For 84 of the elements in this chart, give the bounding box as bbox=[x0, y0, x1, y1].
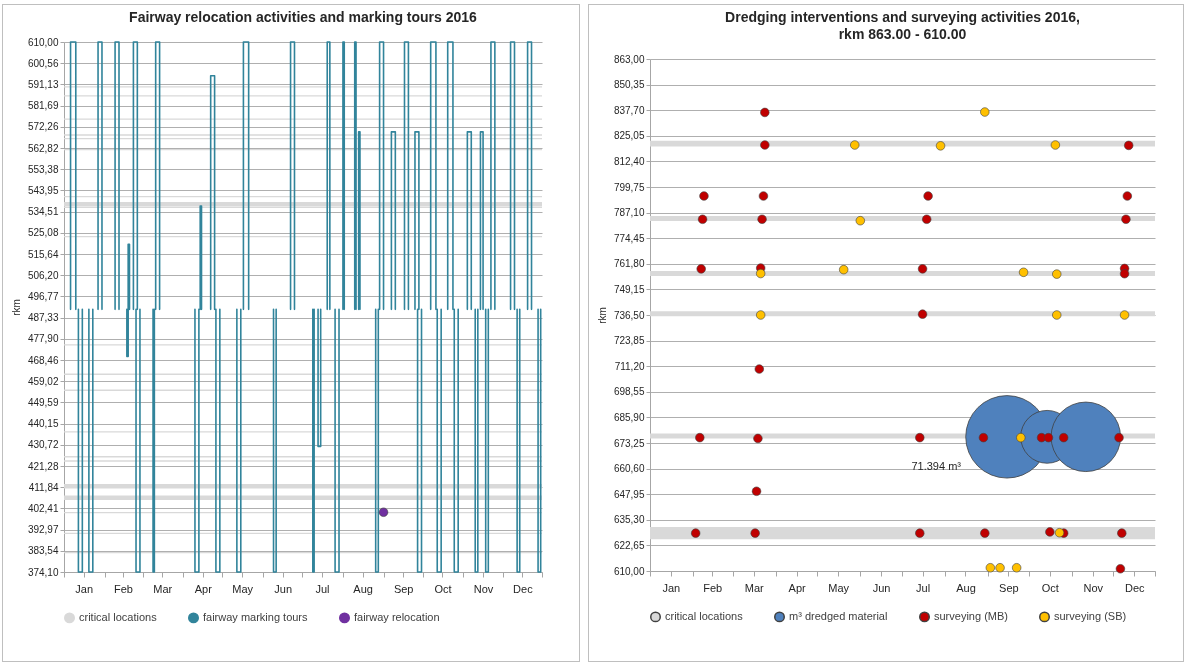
x-tick-label: Jan bbox=[662, 581, 681, 594]
legend-label: fairway marking tours bbox=[203, 610, 309, 623]
x-tick-label: Apr bbox=[194, 582, 213, 595]
y-tick-label: 610,00 bbox=[613, 565, 645, 577]
y-tick-label: 736,50 bbox=[613, 309, 645, 321]
y-tick-label: 711,20 bbox=[614, 360, 645, 372]
x-tick-label: Jul bbox=[916, 581, 931, 594]
y-tick-label: 506,20 bbox=[27, 269, 59, 281]
x-tick-label: Sep bbox=[999, 581, 1019, 594]
x-tick-label: Apr bbox=[788, 581, 807, 594]
y-tick-label: 477,90 bbox=[27, 333, 59, 345]
chart-title: Dredging interventions and surveying activities 2016, bbox=[725, 9, 1080, 25]
y-tick-label: 392,97 bbox=[27, 524, 59, 536]
y-tick-label: 487,33 bbox=[27, 312, 59, 324]
y-tick-label: 685,90 bbox=[613, 411, 645, 423]
y-axis-title: rkm bbox=[10, 299, 22, 316]
y-tick-label: 622,65 bbox=[613, 539, 645, 551]
x-tick-label: Feb bbox=[703, 581, 723, 594]
y-tick-label: 553,38 bbox=[27, 163, 59, 175]
x-tick-label: Feb bbox=[113, 582, 133, 595]
x-tick-label: Jun bbox=[274, 582, 293, 595]
x-tick-label: Nov bbox=[1083, 581, 1104, 594]
annotation: 71.394 m³ bbox=[911, 459, 962, 472]
y-tick-label: 600,56 bbox=[27, 57, 59, 69]
y-tick-label: 459,02 bbox=[27, 375, 59, 387]
legend-label: critical locations bbox=[665, 609, 744, 622]
x-tick-label: Aug bbox=[353, 582, 373, 595]
x-tick-label: May bbox=[232, 582, 254, 595]
x-tick-label: Oct bbox=[1041, 581, 1059, 594]
x-tick-label: Oct bbox=[434, 582, 452, 595]
x-tick-label: Sep bbox=[393, 582, 414, 595]
legend-label: surveying (SB) bbox=[1054, 609, 1127, 622]
x-tick-label: Mar bbox=[153, 582, 173, 595]
y-tick-label: 496,77 bbox=[27, 290, 59, 302]
y-tick-label: 673,25 bbox=[613, 437, 645, 449]
y-tick-label: 761,80 bbox=[613, 258, 645, 270]
x-tick-label: Jul bbox=[315, 582, 330, 595]
y-tick-label: 863,00 bbox=[613, 53, 645, 65]
y-tick-label: 591,13 bbox=[27, 78, 59, 90]
x-tick-label: Nov bbox=[473, 582, 494, 595]
chart-subtitle: rkm 863.00 - 610.00 bbox=[838, 26, 967, 42]
y-tick-label: 799,75 bbox=[613, 181, 645, 193]
y-tick-label: 374,10 bbox=[27, 566, 59, 578]
y-tick-label: 525,08 bbox=[27, 227, 59, 239]
y-tick-label: 825,05 bbox=[613, 130, 645, 142]
legend-label: critical locations bbox=[79, 610, 158, 623]
y-tick-label: 812,40 bbox=[613, 155, 645, 167]
y-tick-label: 430,72 bbox=[27, 439, 59, 451]
y-tick-label: 534,51 bbox=[27, 206, 59, 218]
y-tick-label: 449,59 bbox=[27, 396, 59, 408]
y-tick-label: 837,70 bbox=[613, 104, 645, 116]
y-tick-label: 850,35 bbox=[613, 79, 645, 91]
y-tick-label: 635,30 bbox=[613, 514, 645, 526]
y-tick-label: 562,82 bbox=[27, 142, 59, 154]
x-tick-label: Dec bbox=[513, 582, 534, 595]
x-tick-label: May bbox=[828, 581, 850, 594]
chart-title: Fairway relocation activities and marking tours 2016 bbox=[129, 9, 478, 25]
x-tick-label: Aug bbox=[956, 581, 976, 594]
y-tick-label: 581,69 bbox=[27, 100, 59, 112]
y-tick-label: 543,95 bbox=[27, 184, 59, 196]
y-tick-label: 421,28 bbox=[27, 460, 59, 472]
y-tick-label: 383,54 bbox=[27, 545, 59, 557]
y-tick-label: 774,45 bbox=[613, 232, 645, 244]
x-tick-label: Mar bbox=[744, 581, 765, 594]
y-tick-label: 698,55 bbox=[613, 386, 645, 398]
x-tick-label: Dec bbox=[1124, 581, 1146, 594]
y-tick-label: 468,46 bbox=[27, 354, 59, 366]
y-tick-label: 749,15 bbox=[613, 283, 645, 295]
y-axis-title: rkm bbox=[596, 307, 608, 324]
y-tick-label: 610,00 bbox=[27, 36, 59, 48]
legend-label: surveying (MB) bbox=[934, 609, 1008, 622]
y-tick-label: 402,41 bbox=[27, 502, 59, 514]
y-tick-label: 723,85 bbox=[613, 335, 645, 347]
y-tick-label: 515,64 bbox=[27, 248, 59, 260]
y-tick-label: 411,84 bbox=[28, 481, 59, 493]
legend-label: fairway relocation bbox=[354, 610, 440, 623]
x-tick-label: Jan bbox=[75, 582, 94, 595]
x-tick-label: Jun bbox=[872, 581, 891, 594]
legend-label: m³ dredged material bbox=[789, 609, 888, 622]
y-tick-label: 572,26 bbox=[27, 121, 59, 133]
y-tick-label: 440,15 bbox=[27, 418, 59, 430]
y-tick-label: 787,10 bbox=[613, 207, 645, 219]
y-tick-label: 647,95 bbox=[613, 488, 645, 500]
y-tick-label: 660,60 bbox=[613, 463, 645, 475]
